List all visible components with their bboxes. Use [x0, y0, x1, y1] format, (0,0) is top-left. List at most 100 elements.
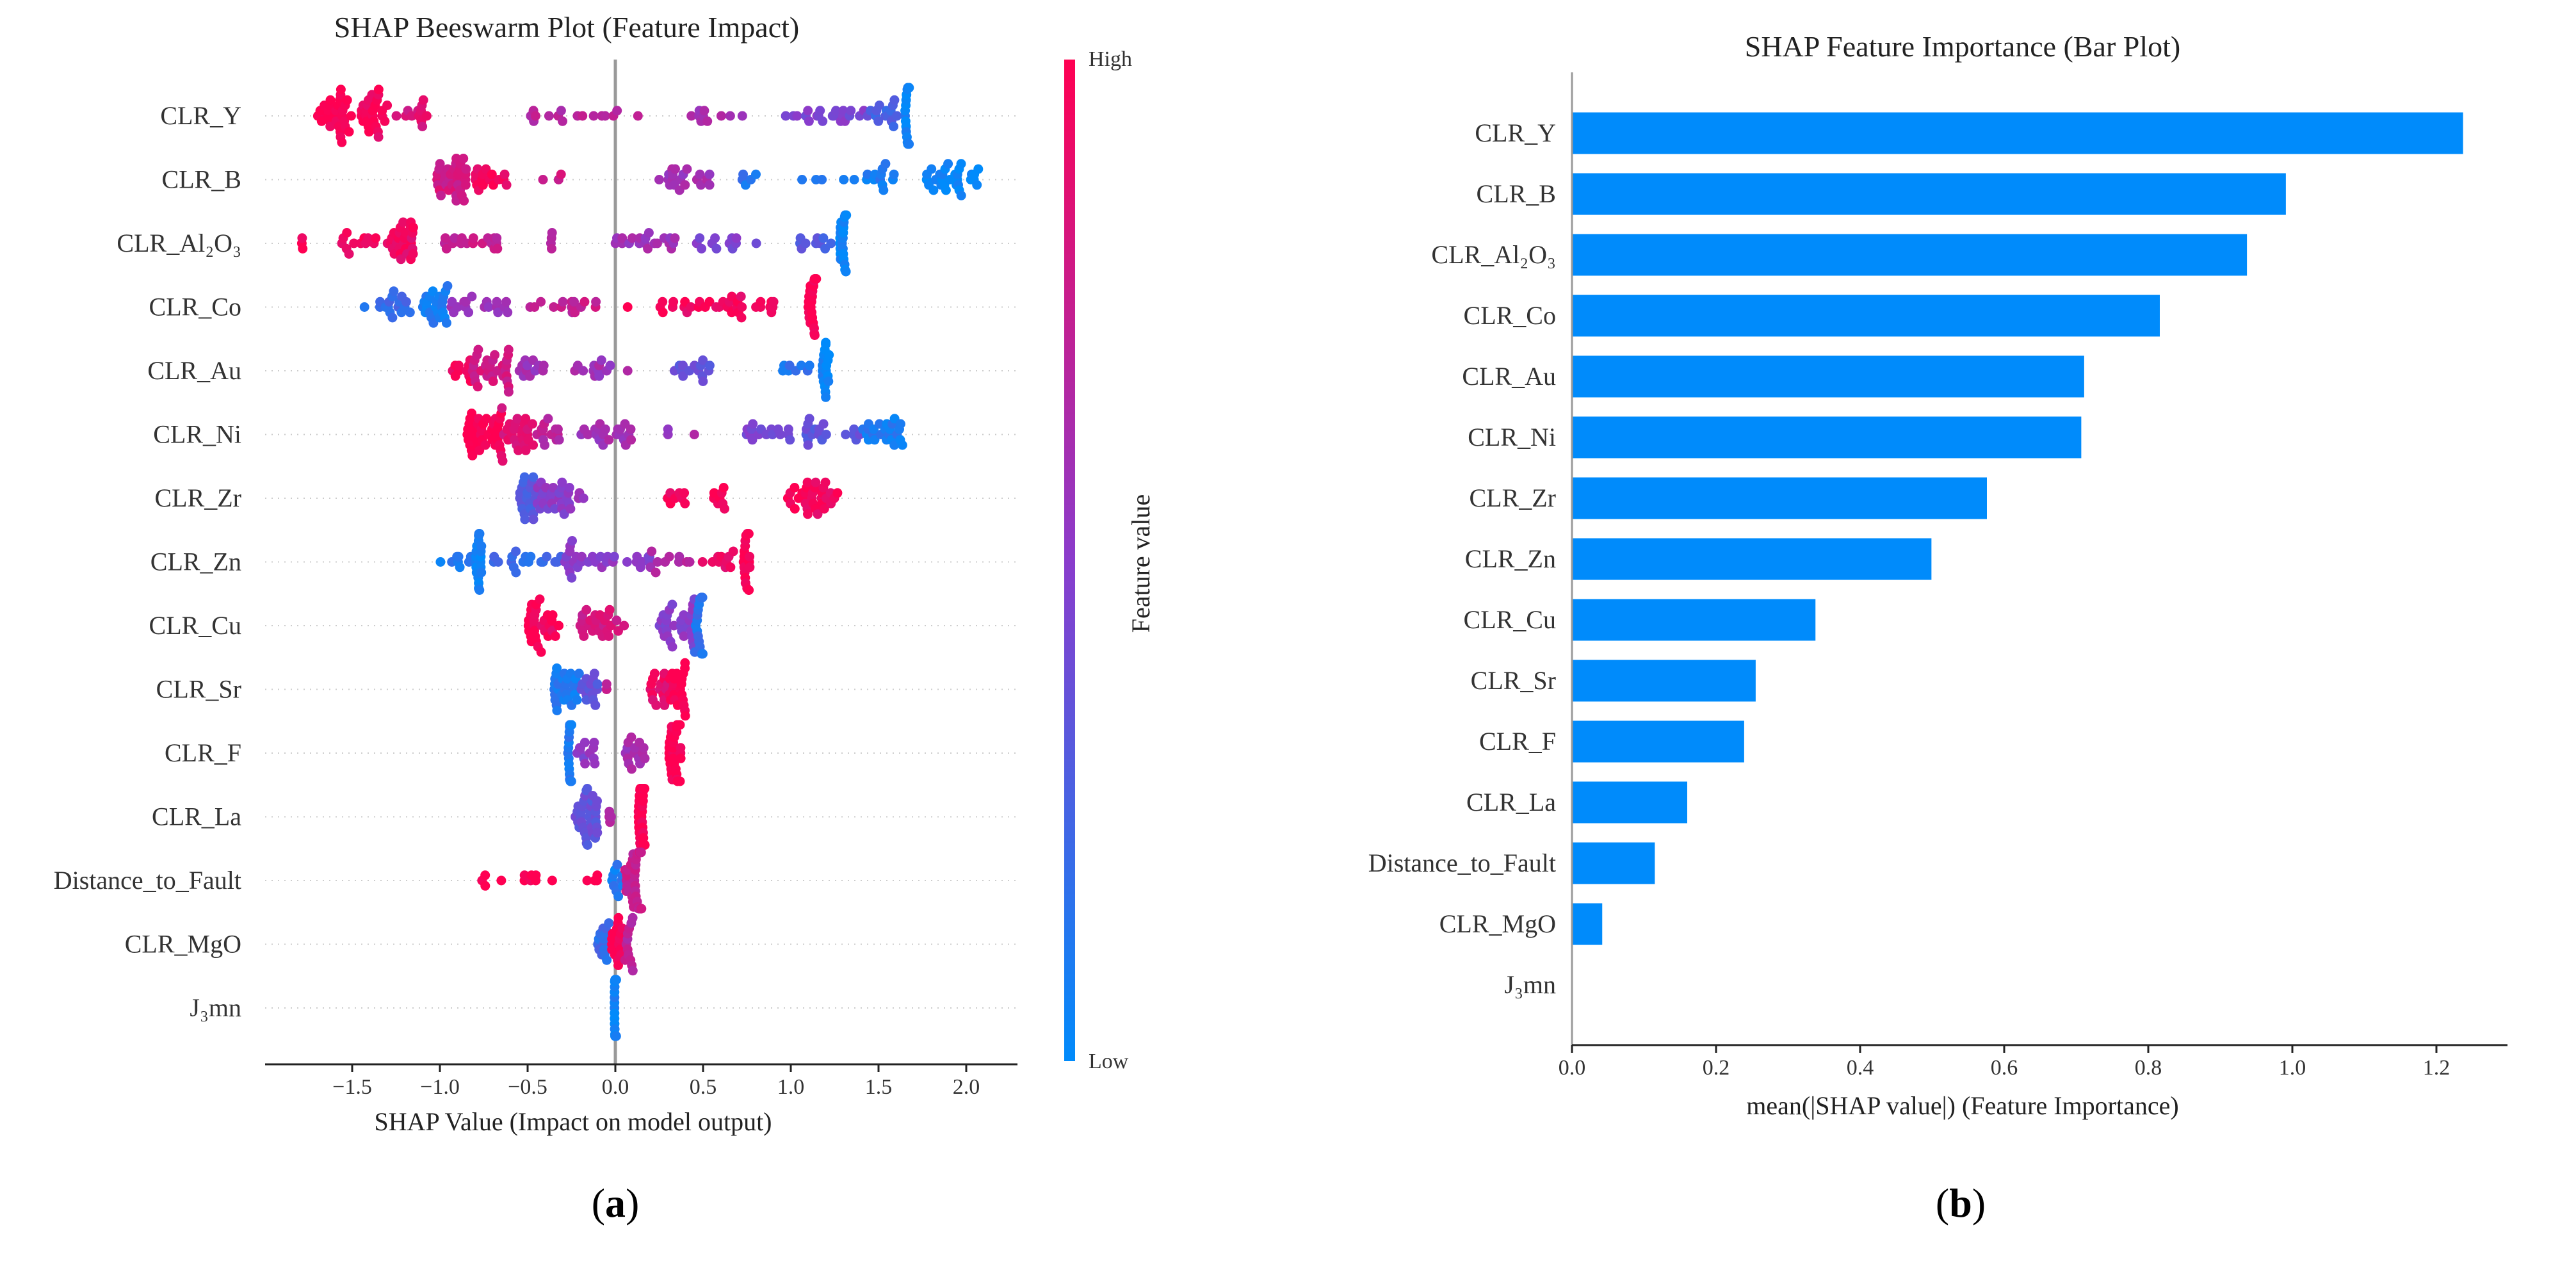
- bar: [1572, 720, 1744, 763]
- feature-label: CLR_Au: [147, 356, 241, 385]
- feature-label: Distance_to_Fault: [54, 866, 241, 895]
- bar-feature-label: CLR_B: [1477, 179, 1556, 208]
- beeswarm-point: [651, 700, 661, 710]
- beeswarm-point: [512, 414, 522, 424]
- colorbar-high-label: High: [1089, 47, 1132, 71]
- bars: [1572, 112, 2463, 945]
- beeswarm-point: [811, 477, 821, 487]
- beeswarm-point: [580, 759, 590, 768]
- beeswarm-point: [588, 111, 599, 121]
- beeswarm-point: [574, 669, 584, 679]
- beeswarm-point: [736, 313, 747, 323]
- beeswarm-point: [956, 190, 966, 200]
- beeswarm-point: [846, 106, 856, 116]
- beeswarm-point: [496, 875, 506, 886]
- beeswarm-point: [569, 296, 579, 307]
- beeswarm-point: [521, 414, 531, 424]
- beeswarm-point: [604, 435, 614, 445]
- beeswarm-point: [626, 435, 636, 445]
- beeswarm-point: [627, 764, 636, 774]
- beeswarm-point: [503, 345, 514, 355]
- beeswarm-point: [579, 738, 590, 747]
- beeswarm-point: [622, 366, 633, 376]
- beeswarm-point: [716, 111, 726, 121]
- beeswarm-point: [973, 164, 984, 174]
- panel-letter-a: a: [605, 1180, 626, 1226]
- beeswarm-point: [675, 776, 685, 786]
- beeswarm-point: [644, 228, 654, 238]
- beeswarm-point: [606, 812, 616, 822]
- beeswarm-point: [738, 169, 749, 179]
- beeswarm-point: [660, 700, 670, 710]
- feature-label: CLR_B: [162, 165, 241, 194]
- beeswarm-point: [818, 419, 829, 429]
- bar-feature-label: CLR_Au: [1462, 362, 1556, 391]
- beeswarm-point: [768, 296, 779, 307]
- beeswarm-point: [710, 233, 720, 243]
- bar-feature-label: CLR_La: [1466, 788, 1556, 816]
- beeswarm-point: [640, 784, 650, 793]
- beeswarm-point: [667, 642, 677, 652]
- beeswarm-point: [972, 180, 982, 190]
- beeswarm-point: [579, 631, 589, 641]
- beeswarm-point: [467, 291, 477, 302]
- beeswarm-point: [626, 732, 636, 742]
- beeswarm-point: [611, 1031, 621, 1041]
- beeswarm-point: [695, 233, 705, 243]
- beeswarm-point: [418, 95, 428, 105]
- beeswarm-point: [617, 233, 628, 243]
- beeswarm-point: [342, 95, 352, 105]
- beeswarm-point: [943, 159, 953, 169]
- beeswarm-point: [539, 361, 549, 371]
- beeswarm-point: [373, 132, 384, 142]
- beeswarm-point: [747, 435, 757, 445]
- beeswarm-point: [592, 827, 603, 838]
- beeswarm-point: [380, 116, 390, 126]
- beeswarm-point: [578, 366, 588, 376]
- beeswarm-point: [442, 281, 453, 291]
- beeswarm-point: [398, 217, 409, 227]
- bar: [1572, 295, 2160, 337]
- beeswarm-point: [792, 111, 802, 121]
- beeswarm-point: [528, 514, 539, 524]
- beeswarm-point: [689, 430, 699, 439]
- beeswarm-point: [711, 243, 722, 254]
- bar-feature-label: CLR_Al₂O₃: [1431, 240, 1556, 269]
- beeswarm-point: [389, 286, 399, 296]
- beeswarm-point: [450, 233, 460, 243]
- beeswarm-point: [325, 95, 336, 105]
- beeswarm-point: [453, 551, 464, 562]
- bar: [1572, 173, 2286, 215]
- beeswarm-point: [668, 296, 679, 307]
- beeswarm-point: [408, 222, 418, 232]
- beeswarm-point: [554, 621, 564, 631]
- beeswarm-point: [698, 649, 708, 659]
- beeswarm-point: [956, 159, 966, 169]
- beeswarm-point: [863, 169, 873, 179]
- x-tick-label: 0.5: [690, 1075, 717, 1099]
- beeswarm-point: [841, 266, 851, 277]
- beeswarm-point: [428, 286, 438, 296]
- x-tick-label: 1.0: [777, 1075, 805, 1099]
- beeswarm-point: [704, 180, 715, 190]
- beeswarm-point: [421, 111, 432, 121]
- beeswarm-point: [636, 904, 647, 914]
- beeswarm-point: [583, 430, 593, 439]
- bar-feature-label: CLR_Y: [1475, 118, 1556, 147]
- beeswarm-point: [464, 307, 474, 318]
- beeswarm-point: [815, 106, 825, 116]
- beeswarm-point: [736, 291, 746, 302]
- beeswarm-point: [803, 509, 813, 519]
- x-tick-label: 1.2: [2423, 1056, 2450, 1080]
- beeswarm-point: [643, 243, 653, 254]
- beeswarm-point: [530, 111, 540, 121]
- beeswarm-x-label: SHAP Value (Impact on model output): [374, 1107, 772, 1136]
- beeswarm-point: [797, 175, 807, 184]
- beeswarm-point: [821, 430, 831, 439]
- beeswarm-point: [592, 796, 602, 806]
- beeswarm-point: [572, 695, 582, 705]
- beeswarm-point: [826, 238, 836, 248]
- beeswarm-point: [359, 302, 369, 312]
- beeswarm-point: [468, 233, 478, 243]
- beeswarm-point: [680, 498, 690, 508]
